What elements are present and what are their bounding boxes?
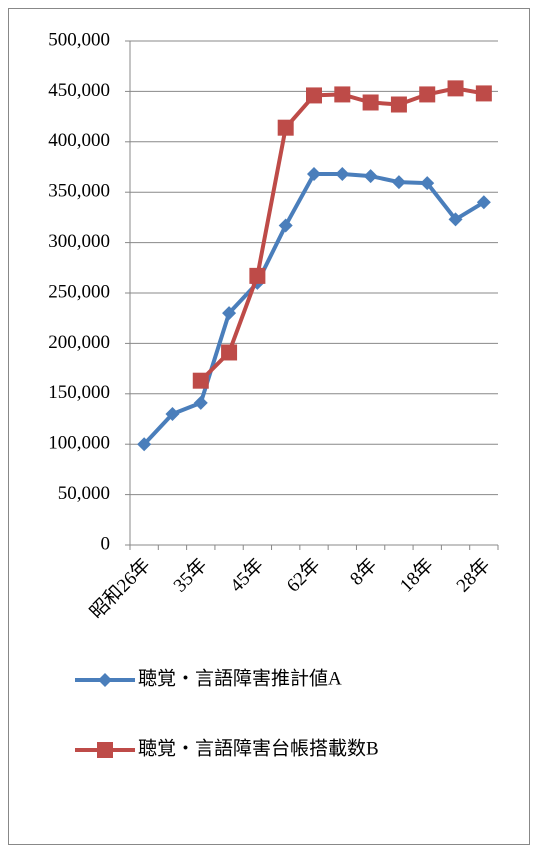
y-tick-label: 0 xyxy=(101,533,111,554)
y-tick-label: 300,000 xyxy=(48,231,110,252)
marker xyxy=(98,673,112,687)
legend-label: 聴覚・言語障害推計値A xyxy=(138,667,342,689)
marker xyxy=(137,437,152,452)
marker xyxy=(278,218,293,233)
marker xyxy=(475,85,492,102)
marker xyxy=(192,372,209,389)
marker xyxy=(447,80,464,97)
y-tick-label: 250,000 xyxy=(48,281,110,302)
marker xyxy=(307,167,321,182)
marker xyxy=(390,96,407,113)
marker xyxy=(221,344,238,361)
marker xyxy=(222,306,237,321)
marker xyxy=(420,176,435,191)
y-tick-label: 400,000 xyxy=(48,130,110,151)
marker xyxy=(391,175,406,190)
y-tick-label: 450,000 xyxy=(48,80,110,101)
marker xyxy=(335,167,350,182)
marker xyxy=(97,742,113,758)
marker xyxy=(306,87,322,104)
marker xyxy=(277,119,294,136)
marker xyxy=(419,86,436,103)
marker xyxy=(249,267,266,284)
marker xyxy=(448,212,463,227)
legend-label: 聴覚・言語障害台帳搭載数B xyxy=(138,737,379,759)
chart-frame xyxy=(8,8,530,845)
marker xyxy=(362,94,379,111)
y-tick-label: 350,000 xyxy=(48,181,110,202)
y-tick-label: 50,000 xyxy=(58,483,110,504)
marker xyxy=(193,395,208,410)
y-tick-label: 500,000 xyxy=(48,29,110,50)
marker xyxy=(476,195,491,210)
y-tick-label: 150,000 xyxy=(48,382,110,403)
y-tick-label: 200,000 xyxy=(48,332,110,353)
y-tick-label: 100,000 xyxy=(48,433,110,454)
marker xyxy=(165,406,180,421)
marker xyxy=(334,86,351,103)
marker xyxy=(363,169,378,184)
